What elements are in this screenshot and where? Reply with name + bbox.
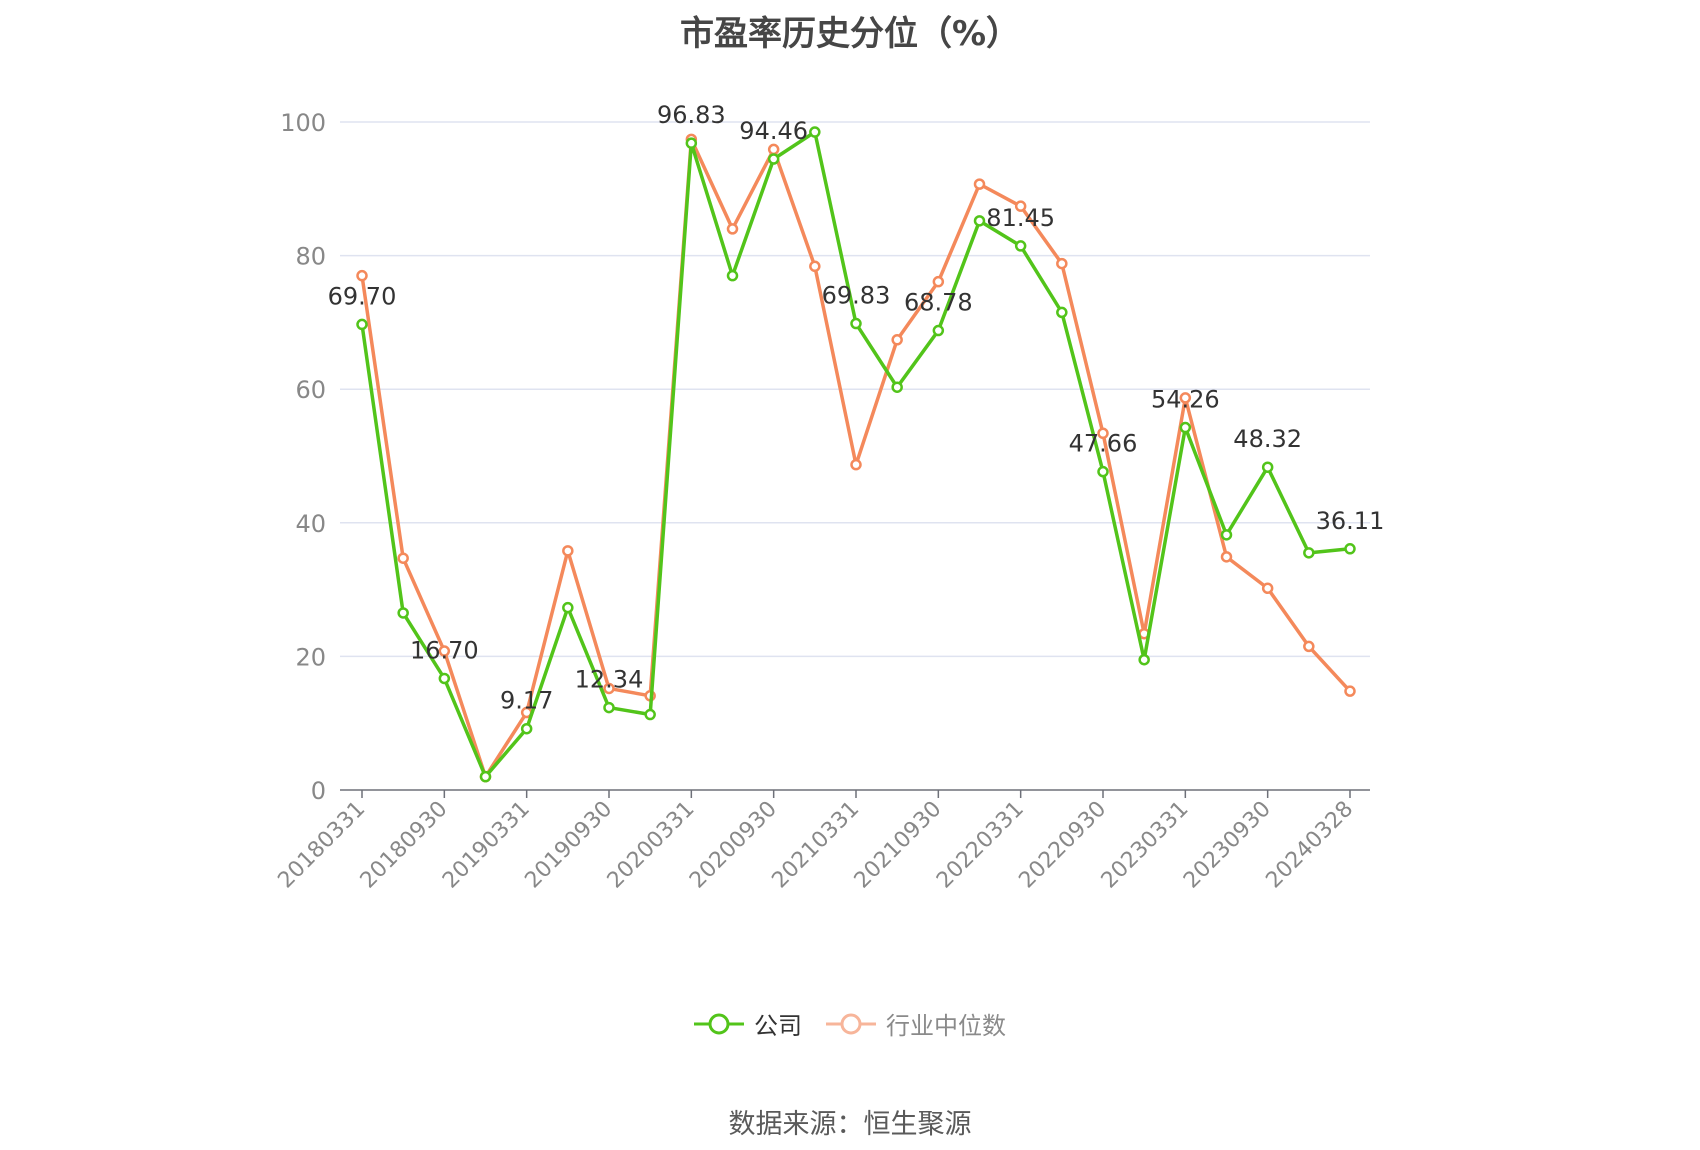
y-tick-label: 100 — [280, 109, 326, 137]
y-tick-label: 80 — [295, 243, 326, 271]
data-point-company — [1303, 547, 1315, 559]
data-point-industry — [603, 682, 615, 695]
data-point-industry — [1261, 582, 1274, 595]
data-point-industry — [1344, 685, 1356, 697]
data-point-industry — [1220, 551, 1233, 563]
data-point-company — [1097, 465, 1109, 478]
data-point-company — [644, 708, 656, 721]
data-label: 69.83 — [822, 282, 891, 310]
data-label: 68.78 — [904, 289, 973, 317]
data-point-company — [726, 269, 739, 282]
legend-industry-icon — [826, 1013, 876, 1034]
x-tick-label: 20210331 — [767, 797, 864, 894]
data-point-company — [438, 672, 451, 685]
data-label: 54.26 — [1151, 386, 1220, 414]
data-point-industry — [1097, 427, 1109, 440]
data-point-company — [562, 601, 574, 614]
data-point-industry — [397, 552, 409, 564]
data-labels: 69.70 16.70 9.17 12.34 96.83 94.46 69.83 68.78 8… — [328, 101, 1385, 715]
data-point-industry — [891, 334, 903, 346]
y-tick-label: 60 — [295, 376, 326, 404]
data-point-company — [973, 215, 986, 227]
legend-company-label: 公司 — [754, 1012, 802, 1040]
data-point-company — [1179, 421, 1192, 434]
data-point-company — [850, 317, 862, 330]
x-tick-label: 20190331 — [438, 797, 535, 894]
data-point-company — [1138, 653, 1150, 666]
x-tick-label: 20200331 — [603, 797, 700, 894]
data-point-industry — [562, 545, 574, 557]
y-tick-label: 0 — [311, 777, 326, 805]
data-source: 数据来源：恒生聚源 — [728, 1109, 972, 1140]
data-point-industry — [932, 275, 945, 288]
x-tick-label: 20220930 — [1014, 797, 1111, 894]
data-point-company — [1344, 543, 1356, 555]
x-tick-label: 20180331 — [273, 797, 370, 894]
data-label: 36.11 — [1316, 507, 1385, 535]
x-tick-label: 20210930 — [850, 797, 947, 894]
data-point-company — [932, 324, 945, 337]
axes: 0 20 40 60 80 100 2018033120180930201903312019… — [273, 109, 1370, 893]
data-point-industry — [438, 645, 451, 657]
data-label: 47.66 — [1069, 430, 1138, 458]
data-point-company — [397, 607, 409, 619]
y-tick-label: 40 — [295, 510, 326, 538]
series-line-company — [360, 130, 1351, 779]
data-point-company — [891, 381, 903, 393]
data-point-company — [809, 126, 821, 138]
data-point-company — [479, 770, 492, 783]
data-point-company — [356, 318, 368, 331]
data-label: 16.70 — [410, 636, 479, 664]
grid-lines — [340, 121, 1370, 658]
data-point-company — [685, 137, 698, 149]
data-point-company — [520, 722, 533, 735]
data-point-company — [767, 153, 780, 165]
data-point-company — [1056, 306, 1068, 319]
data-label: 48.32 — [1233, 425, 1302, 453]
series-lines — [356, 126, 1356, 783]
data-label: 81.45 — [986, 204, 1055, 232]
data-point-industry — [1056, 257, 1068, 270]
legend-industry-label: 行业中位数 — [886, 1012, 1006, 1040]
data-point-industry — [1179, 392, 1192, 404]
data-point-company — [603, 701, 615, 714]
data-point-company — [1014, 240, 1027, 252]
x-tick-label: 20180930 — [356, 797, 453, 894]
x-tick-label: 20230331 — [1097, 797, 1194, 894]
chart-title: 市盈率历史分位（%） — [679, 14, 1021, 54]
data-point-industry — [809, 260, 821, 273]
data-point-industry — [850, 458, 862, 471]
data-label: 12.34 — [575, 666, 644, 694]
x-tick-label: 20190930 — [520, 797, 617, 894]
x-tick-label: 20240328 — [1261, 797, 1358, 894]
data-label: 69.70 — [328, 282, 397, 310]
data-point-company — [1261, 461, 1274, 473]
data-label: 96.83 — [657, 101, 726, 129]
legend: 公司 行业中位数 — [0, 1006, 1700, 1041]
data-point-industry — [356, 269, 368, 282]
data-point-industry — [726, 223, 739, 235]
data-point-company — [1220, 529, 1233, 541]
x-tick-label: 20220331 — [932, 797, 1029, 894]
data-point-industry — [1014, 200, 1027, 212]
data-label: 9.17 — [500, 687, 553, 715]
series-line-industry — [360, 137, 1352, 779]
legend-company-icon — [694, 1013, 744, 1034]
data-point-industry — [973, 178, 986, 190]
x-tick-label: 20230930 — [1179, 797, 1276, 894]
data-label: 94.46 — [739, 117, 808, 145]
legend-item-company[interactable]: 公司 — [694, 1006, 802, 1041]
x-tick-label: 20200930 — [685, 797, 782, 894]
legend-item-industry[interactable]: 行业中位数 — [826, 1006, 1006, 1041]
y-tick-label: 20 — [295, 643, 326, 671]
data-point-industry — [1303, 640, 1315, 653]
data-point-industry — [767, 143, 780, 156]
